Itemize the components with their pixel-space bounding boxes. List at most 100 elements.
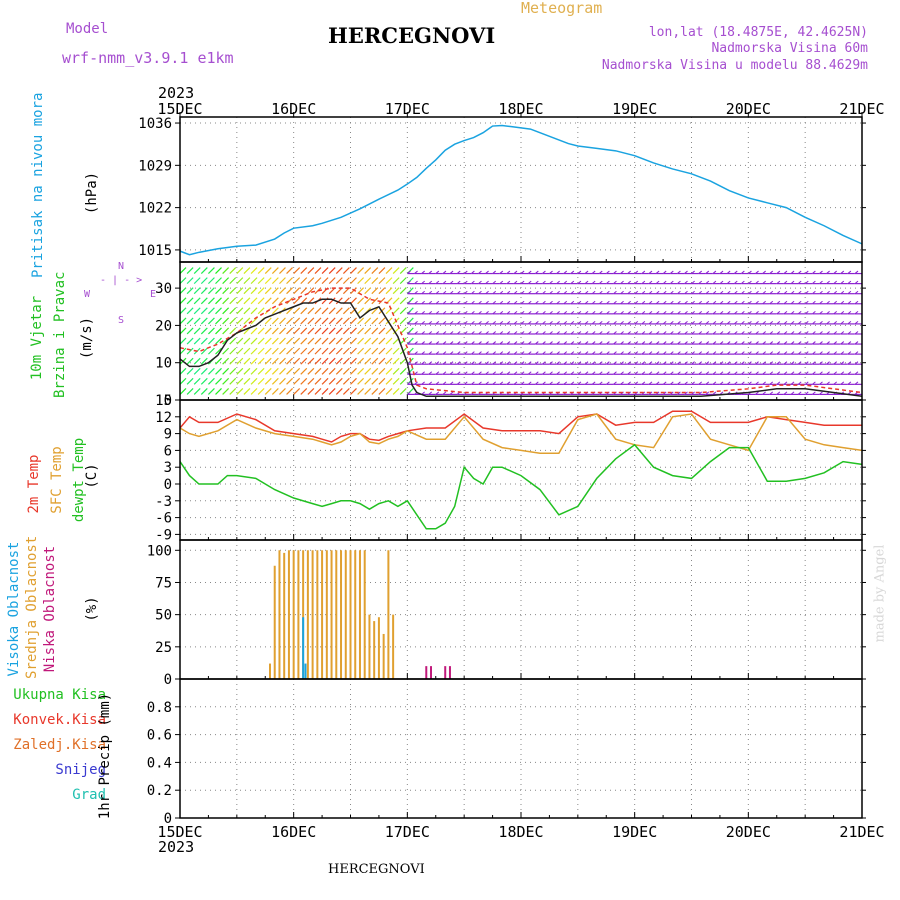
wind-arrow-head xyxy=(606,321,610,325)
wind-arrow xyxy=(179,337,187,345)
wind-arrow-head xyxy=(584,300,589,305)
wind-arrow-head xyxy=(733,290,738,295)
wind-arrow-head xyxy=(677,310,681,315)
wind-arrow-head xyxy=(719,290,724,295)
wind-arrow-head xyxy=(783,371,788,375)
wind-arrow-head xyxy=(762,321,766,325)
wind-arrow xyxy=(385,367,393,375)
wind-arrow-head xyxy=(478,300,482,305)
wind-arrow xyxy=(335,327,343,335)
wind-arrow-head xyxy=(577,341,582,345)
wind-arrow-head xyxy=(840,341,845,345)
wind-arrow-head xyxy=(492,280,497,285)
wind-arrow-head xyxy=(741,310,745,315)
wind-arrow-head xyxy=(741,300,745,305)
wind-arrow-head xyxy=(506,331,511,335)
wind-arrow xyxy=(364,367,372,375)
wind-arrow xyxy=(186,347,194,355)
wind-arrow-head xyxy=(520,280,525,285)
wind-arrow-head xyxy=(534,351,539,355)
x-tick-label-bottom: 19DEC xyxy=(612,823,657,841)
wind-arrow-head xyxy=(506,361,511,365)
wind-arrow-head xyxy=(804,381,809,385)
wind-arrow-head xyxy=(648,280,653,285)
wind-arrow xyxy=(321,367,329,375)
precip-hail-label: Grad xyxy=(72,787,106,803)
wind-arrow xyxy=(279,387,286,395)
wind-arrow xyxy=(385,277,393,285)
wind-arrow-head xyxy=(776,290,781,295)
wind-arrow-head xyxy=(847,341,852,345)
wind-arrow-head xyxy=(506,310,511,315)
wind-arrow xyxy=(264,347,272,355)
wind-arrow xyxy=(250,267,258,274)
wind-arrow-head xyxy=(492,331,497,335)
wind-arrow xyxy=(286,327,293,335)
wind-arrow xyxy=(207,327,215,335)
elevation-label: Nadmorska Visina 60m xyxy=(711,41,868,56)
wind-arrow xyxy=(314,327,322,335)
wind-arrow-head xyxy=(797,270,802,274)
wind-arrow xyxy=(286,347,293,355)
wind-arrow xyxy=(399,267,407,274)
wind-arrow xyxy=(215,297,222,305)
wind-arrow xyxy=(371,387,379,395)
meteogram-label: Meteogram xyxy=(521,0,603,17)
wind-arrow xyxy=(186,277,194,285)
wind-arrow-head xyxy=(748,280,752,285)
wind-arrow xyxy=(186,267,194,274)
wind-arrow-head xyxy=(755,280,759,285)
wind-arrow-head xyxy=(471,331,475,335)
wind-arrow-head xyxy=(584,280,589,285)
wind-arrow-head xyxy=(662,351,667,355)
wind-arrow-head xyxy=(456,351,461,355)
wind-arrow-head xyxy=(662,381,667,385)
wind-arrow-head xyxy=(506,351,511,355)
wind-arrow-head xyxy=(847,351,852,355)
wind-arrow-head xyxy=(677,341,681,345)
wind-arrow-head xyxy=(698,331,703,335)
wind-arrow-head xyxy=(556,310,560,315)
wind-arrow xyxy=(229,277,237,285)
wind-arrow xyxy=(385,327,393,335)
wind-arrow-head xyxy=(648,341,653,345)
wind-arrow-head xyxy=(435,321,440,325)
wind-arrow-head xyxy=(691,331,695,335)
wind-arrow-head xyxy=(669,341,674,345)
wind-arrow-head xyxy=(648,361,653,365)
wind-arrow-head xyxy=(442,391,447,395)
wind-arrow xyxy=(271,297,279,305)
wind-arrow-head xyxy=(613,290,617,295)
wind-arrow xyxy=(200,337,208,345)
wind-arrow xyxy=(342,347,350,355)
wind-arrow xyxy=(350,277,357,285)
wind-arrow-head xyxy=(783,270,788,274)
wind-arrow-head xyxy=(591,331,596,335)
wind-arrow xyxy=(357,297,365,305)
wind-arrow xyxy=(257,347,265,355)
wind-arrow-head xyxy=(762,391,766,395)
wind-arrow-head xyxy=(769,270,774,274)
x-tick-label-bottom: 17DEC xyxy=(385,823,430,841)
wind-arrow-head xyxy=(662,331,667,335)
wind-arrow-head xyxy=(819,361,823,365)
wind-arrow xyxy=(222,267,230,274)
wind-arrow-head xyxy=(563,331,568,335)
wind-arrow-head xyxy=(812,361,816,365)
wind-arrow xyxy=(314,337,322,345)
sfc-temp-line xyxy=(179,413,863,454)
wind-arrow-head xyxy=(449,361,454,365)
wind-arrow-head xyxy=(669,331,674,335)
wind-arrow xyxy=(222,277,230,285)
wind-arrow-head xyxy=(669,290,674,295)
wind-arrow-head xyxy=(428,300,433,305)
wind-arrow-head xyxy=(549,321,553,325)
wind-arrow xyxy=(222,297,230,305)
wind-arrow-head xyxy=(840,300,845,305)
wind-arrow-head xyxy=(421,270,425,274)
wind-arrow xyxy=(328,277,336,285)
wind-arrow xyxy=(392,357,400,365)
wind-arrow-head xyxy=(698,391,703,395)
wind-arrow xyxy=(335,387,343,395)
wind-arrow-head xyxy=(854,321,859,325)
